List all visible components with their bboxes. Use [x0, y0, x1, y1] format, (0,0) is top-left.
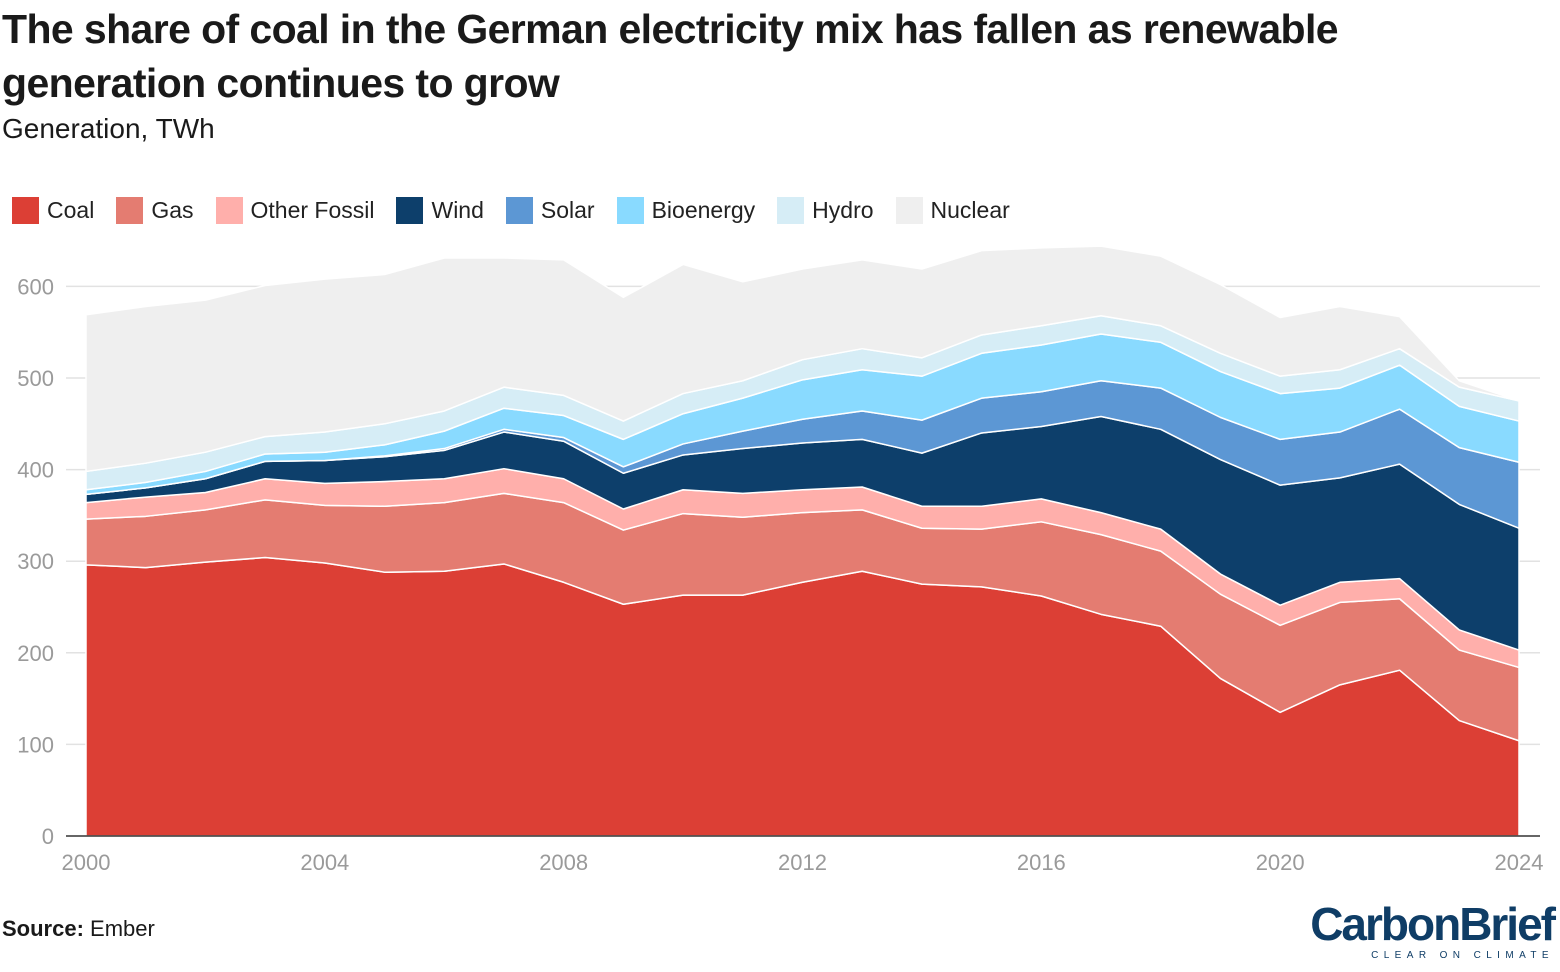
legend-label: Gas — [151, 196, 194, 223]
legend-label: Coal — [47, 196, 95, 223]
legend-swatch — [505, 196, 533, 224]
legend-swatch — [215, 196, 243, 224]
legend-swatch — [12, 196, 39, 224]
legend-label: Nuclear — [930, 196, 1010, 223]
source-note: Source: Ember — [2, 916, 155, 942]
y-tick-label: 400 — [17, 458, 54, 483]
brand-logo: CarbonBrief CLEAR ON CLIMATE — [1310, 898, 1556, 961]
legend-item-solar: Solar — [505, 196, 595, 224]
page-title: The share of coal in the German electric… — [2, 6, 1339, 106]
x-tick-label: 2024 — [1495, 850, 1544, 875]
y-tick-label: 200 — [17, 641, 54, 666]
x-axis-ticks: 2000 2004 2008 2012 2016 2020 2024 — [62, 850, 1544, 875]
legend-swatch — [396, 196, 424, 224]
x-tick-label: 2020 — [1256, 850, 1305, 875]
y-tick-label: 500 — [17, 366, 54, 391]
legend-swatch — [895, 196, 923, 224]
legend-label: Bioenergy — [651, 196, 756, 223]
legend-item-nuclear: Nuclear — [895, 196, 1010, 224]
legend-label: Solar — [540, 196, 595, 223]
y-axis-ticks: 0 100 200 300 400 500 600 — [17, 274, 54, 849]
y-tick-label: 100 — [17, 732, 54, 757]
chart-subtitle: Generation, TWh — [2, 113, 215, 144]
chart-legend: Coal Gas Other Fossil Wind Solar Bioenergy Hyd… — [12, 194, 1032, 226]
legend-swatch — [116, 196, 144, 224]
legend-item-hydro: Hydro — [777, 196, 874, 224]
legend-label: Hydro — [812, 196, 874, 223]
y-tick-label: 300 — [17, 549, 54, 574]
legend-swatch — [777, 196, 805, 224]
legend-item-coal: Coal — [12, 196, 95, 224]
x-tick-label: 2012 — [778, 850, 827, 875]
legend-label: Other Fossil — [250, 196, 375, 223]
legend-item-wind: Wind — [396, 196, 484, 224]
legend-item-other-fossil: Other Fossil — [215, 196, 375, 224]
x-tick-label: 2016 — [1017, 850, 1066, 875]
x-tick-label: 2008 — [539, 850, 588, 875]
x-tick-label: 2000 — [62, 850, 111, 875]
legend-item-bioenergy: Bioenergy — [616, 196, 756, 224]
area-nuclear — [85, 245, 1520, 473]
legend-item-gas: Gas — [116, 196, 194, 224]
y-tick-label: 0 — [42, 824, 54, 849]
legend-swatch — [616, 196, 644, 224]
chart-areas — [85, 245, 1520, 837]
stacked-area-chart: 0 100 200 300 400 500 600 2000 2004 2008 2012 2016… — [17, 245, 1544, 875]
brand-name: CarbonBrief — [1310, 898, 1556, 950]
source-label: Source: — [2, 916, 84, 941]
x-tick-label: 2004 — [300, 850, 349, 875]
source-value: Ember — [90, 916, 155, 941]
y-tick-label: 600 — [17, 274, 54, 299]
brand-tagline: CLEAR ON CLIMATE — [1371, 950, 1554, 961]
legend-label: Wind — [431, 196, 484, 223]
